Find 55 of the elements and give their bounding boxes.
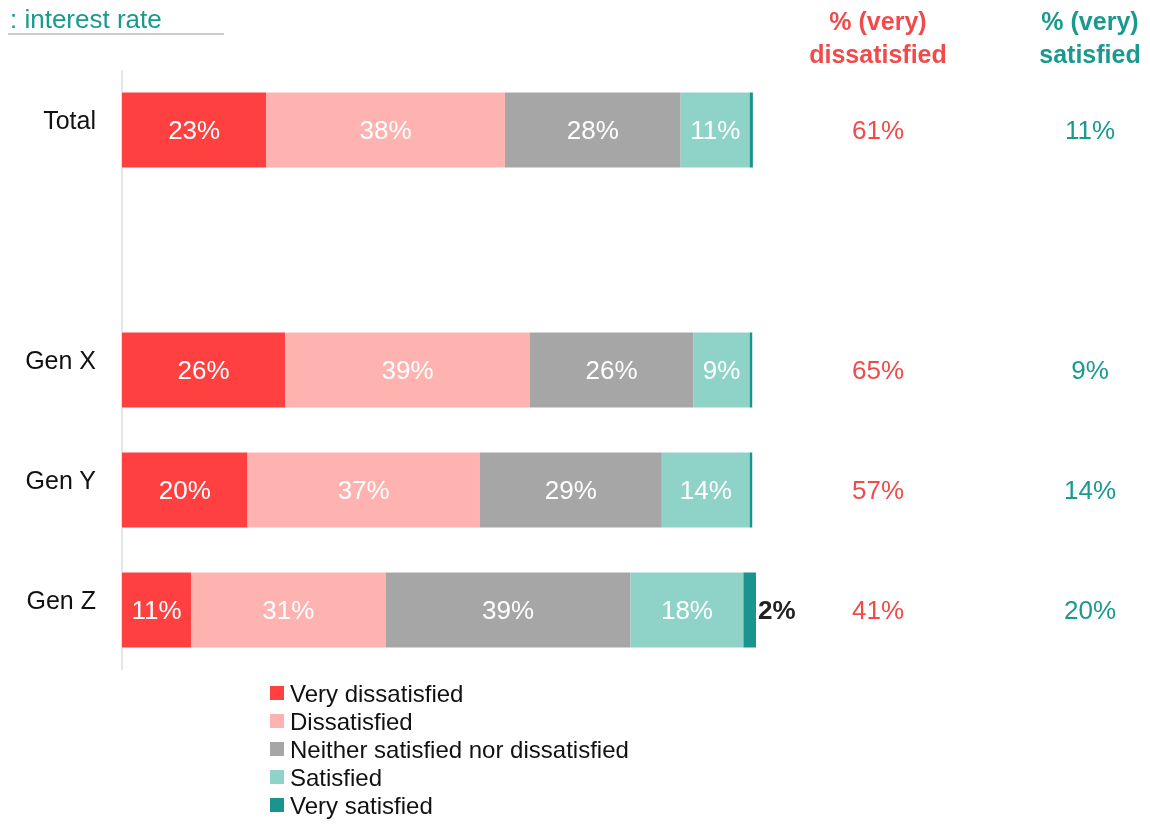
bar: [122, 452, 248, 528]
bar: [630, 572, 744, 648]
data-label: 2%: [758, 595, 796, 626]
bar: [680, 92, 750, 168]
data-label: 14%: [679, 475, 732, 506]
chart-title: : interest rate: [10, 4, 162, 34]
bar: [749, 92, 753, 168]
bar: [661, 452, 750, 528]
text: 61%: [851, 115, 905, 146]
data-label: 29%: [544, 475, 597, 506]
text: 9%: [1071, 355, 1109, 386]
bar: [247, 452, 480, 528]
bar: [530, 332, 694, 408]
y-tick-label: Total: [43, 105, 96, 134]
bar: [504, 92, 681, 168]
data-label: 20%: [158, 475, 211, 506]
data-label: 9%: [702, 355, 741, 386]
data-label: 38%: [359, 115, 412, 146]
bar: [122, 92, 267, 168]
text: % (very) satisfied: [1039, 7, 1141, 68]
data-label: 11%: [690, 115, 741, 146]
data-label: 37%: [337, 475, 390, 506]
data-label: 26%: [177, 355, 230, 386]
data-label: 11%: [131, 595, 182, 626]
data-label: 28%: [566, 115, 619, 146]
legend-label: Satisfied: [290, 764, 383, 792]
y-tick-label: Gen Y: [25, 465, 97, 494]
text: 11%: [1064, 115, 1116, 146]
y-tick-label: Gen X: [25, 345, 97, 374]
y-tick-label: Gen Z: [26, 585, 96, 614]
bar: [122, 332, 286, 408]
bar: [191, 572, 386, 648]
bar: [743, 572, 756, 648]
legend-label: Very satisfied: [290, 792, 433, 820]
text: 41%: [851, 595, 905, 626]
data-label: 26%: [585, 355, 638, 386]
text: 20%: [1063, 595, 1117, 626]
legend-label: Neither satisfied nor dissatisfied: [290, 736, 629, 764]
bar: [385, 572, 631, 648]
bar: [693, 332, 750, 408]
data-label: 39%: [482, 595, 535, 626]
bar: [266, 92, 505, 168]
data-label: 31%: [262, 595, 315, 626]
bar: [122, 572, 192, 648]
text: % (very) dissatisfied: [809, 7, 947, 68]
text: 14%: [1063, 475, 1117, 506]
text: 57%: [851, 475, 905, 506]
bar: [479, 452, 662, 528]
legend-label: Dissatisfied: [290, 708, 413, 736]
data-label: 18%: [660, 595, 713, 626]
bar: [285, 332, 531, 408]
data-label: 39%: [381, 355, 434, 386]
data-label: 23%: [168, 115, 221, 146]
legend-label: Very dissatisfied: [290, 680, 464, 708]
text: 65%: [851, 355, 905, 386]
